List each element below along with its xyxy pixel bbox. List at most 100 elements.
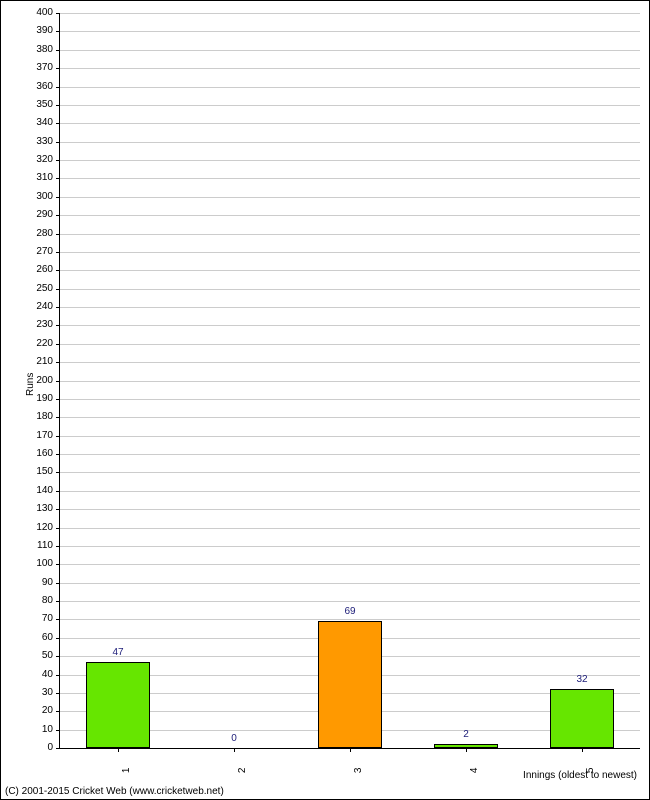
y-tick-mark — [56, 417, 60, 418]
x-axis-title: Innings (oldest to newest) — [523, 770, 637, 781]
bar-value-label: 0 — [231, 733, 237, 744]
y-tick-mark — [56, 31, 60, 32]
gridline — [60, 528, 640, 529]
y-tick-mark — [56, 178, 60, 179]
y-tick-label: 0 — [13, 743, 53, 753]
gridline — [60, 178, 640, 179]
bar-value-label: 47 — [112, 647, 123, 658]
y-tick-label: 380 — [13, 45, 53, 55]
y-tick-label: 270 — [13, 247, 53, 257]
y-tick-mark — [56, 491, 60, 492]
x-tick-mark — [118, 748, 119, 752]
y-tick-label: 190 — [13, 394, 53, 404]
y-tick-label: 180 — [13, 412, 53, 422]
gridline — [60, 417, 640, 418]
y-tick-label: 200 — [13, 376, 53, 386]
gridline — [60, 325, 640, 326]
y-tick-label: 350 — [13, 100, 53, 110]
gridline — [60, 68, 640, 69]
y-tick-mark — [56, 528, 60, 529]
gridline — [60, 472, 640, 473]
gridline — [60, 399, 640, 400]
plot-area: 4710269324325 — [59, 13, 640, 749]
y-tick-mark — [56, 675, 60, 676]
gridline — [60, 344, 640, 345]
y-tick-label: 260 — [13, 265, 53, 275]
y-tick-label: 10 — [13, 725, 53, 735]
y-tick-mark — [56, 509, 60, 510]
y-tick-mark — [56, 13, 60, 14]
y-tick-mark — [56, 362, 60, 363]
gridline — [60, 509, 640, 510]
y-tick-label: 70 — [13, 614, 53, 624]
y-tick-label: 390 — [13, 26, 53, 36]
y-tick-label: 280 — [13, 229, 53, 239]
y-tick-mark — [56, 748, 60, 749]
gridline — [60, 491, 640, 492]
y-tick-mark — [56, 619, 60, 620]
y-tick-label: 160 — [13, 449, 53, 459]
y-tick-label: 210 — [13, 357, 53, 367]
x-tick-mark — [582, 748, 583, 752]
y-tick-mark — [56, 68, 60, 69]
gridline — [60, 234, 640, 235]
x-tick-label: 1 — [121, 768, 132, 774]
x-tick-label: 4 — [469, 768, 480, 774]
y-tick-mark — [56, 472, 60, 473]
y-tick-label: 240 — [13, 302, 53, 312]
y-tick-label: 400 — [13, 8, 53, 18]
y-tick-label: 310 — [13, 173, 53, 183]
y-tick-label: 340 — [13, 118, 53, 128]
gridline — [60, 436, 640, 437]
y-tick-mark — [56, 307, 60, 308]
y-tick-mark — [56, 454, 60, 455]
gridline — [60, 270, 640, 271]
y-tick-mark — [56, 344, 60, 345]
y-tick-label: 20 — [13, 706, 53, 716]
gridline — [60, 454, 640, 455]
gridline — [60, 31, 640, 32]
y-tick-label: 110 — [13, 541, 53, 551]
gridline — [60, 142, 640, 143]
y-tick-mark — [56, 197, 60, 198]
y-tick-label: 30 — [13, 688, 53, 698]
y-tick-mark — [56, 546, 60, 547]
x-tick-label: 2 — [237, 768, 248, 774]
y-tick-mark — [56, 601, 60, 602]
y-tick-mark — [56, 50, 60, 51]
y-tick-mark — [56, 583, 60, 584]
gridline — [60, 215, 640, 216]
bar-value-label: 2 — [463, 729, 469, 740]
x-tick-mark — [350, 748, 351, 752]
y-tick-label: 290 — [13, 210, 53, 220]
gridline — [60, 307, 640, 308]
y-tick-mark — [56, 142, 60, 143]
y-tick-mark — [56, 252, 60, 253]
x-tick-label: 3 — [353, 768, 364, 774]
gridline — [60, 601, 640, 602]
gridline — [60, 381, 640, 382]
y-tick-label: 80 — [13, 596, 53, 606]
y-tick-label: 140 — [13, 486, 53, 496]
y-tick-label: 170 — [13, 431, 53, 441]
y-tick-label: 50 — [13, 651, 53, 661]
gridline — [60, 123, 640, 124]
y-tick-mark — [56, 711, 60, 712]
y-tick-mark — [56, 381, 60, 382]
gridline — [60, 546, 640, 547]
y-tick-mark — [56, 123, 60, 124]
y-tick-mark — [56, 656, 60, 657]
y-tick-mark — [56, 693, 60, 694]
gridline — [60, 160, 640, 161]
y-tick-label: 60 — [13, 633, 53, 643]
copyright-text: (C) 2001-2015 Cricket Web (www.cricketwe… — [5, 786, 224, 797]
y-tick-label: 360 — [13, 82, 53, 92]
y-tick-label: 40 — [13, 670, 53, 680]
gridline — [60, 13, 640, 14]
bar — [318, 621, 382, 748]
bar — [86, 662, 150, 748]
y-tick-label: 130 — [13, 504, 53, 514]
y-tick-label: 120 — [13, 523, 53, 533]
y-tick-mark — [56, 105, 60, 106]
y-tick-mark — [56, 87, 60, 88]
